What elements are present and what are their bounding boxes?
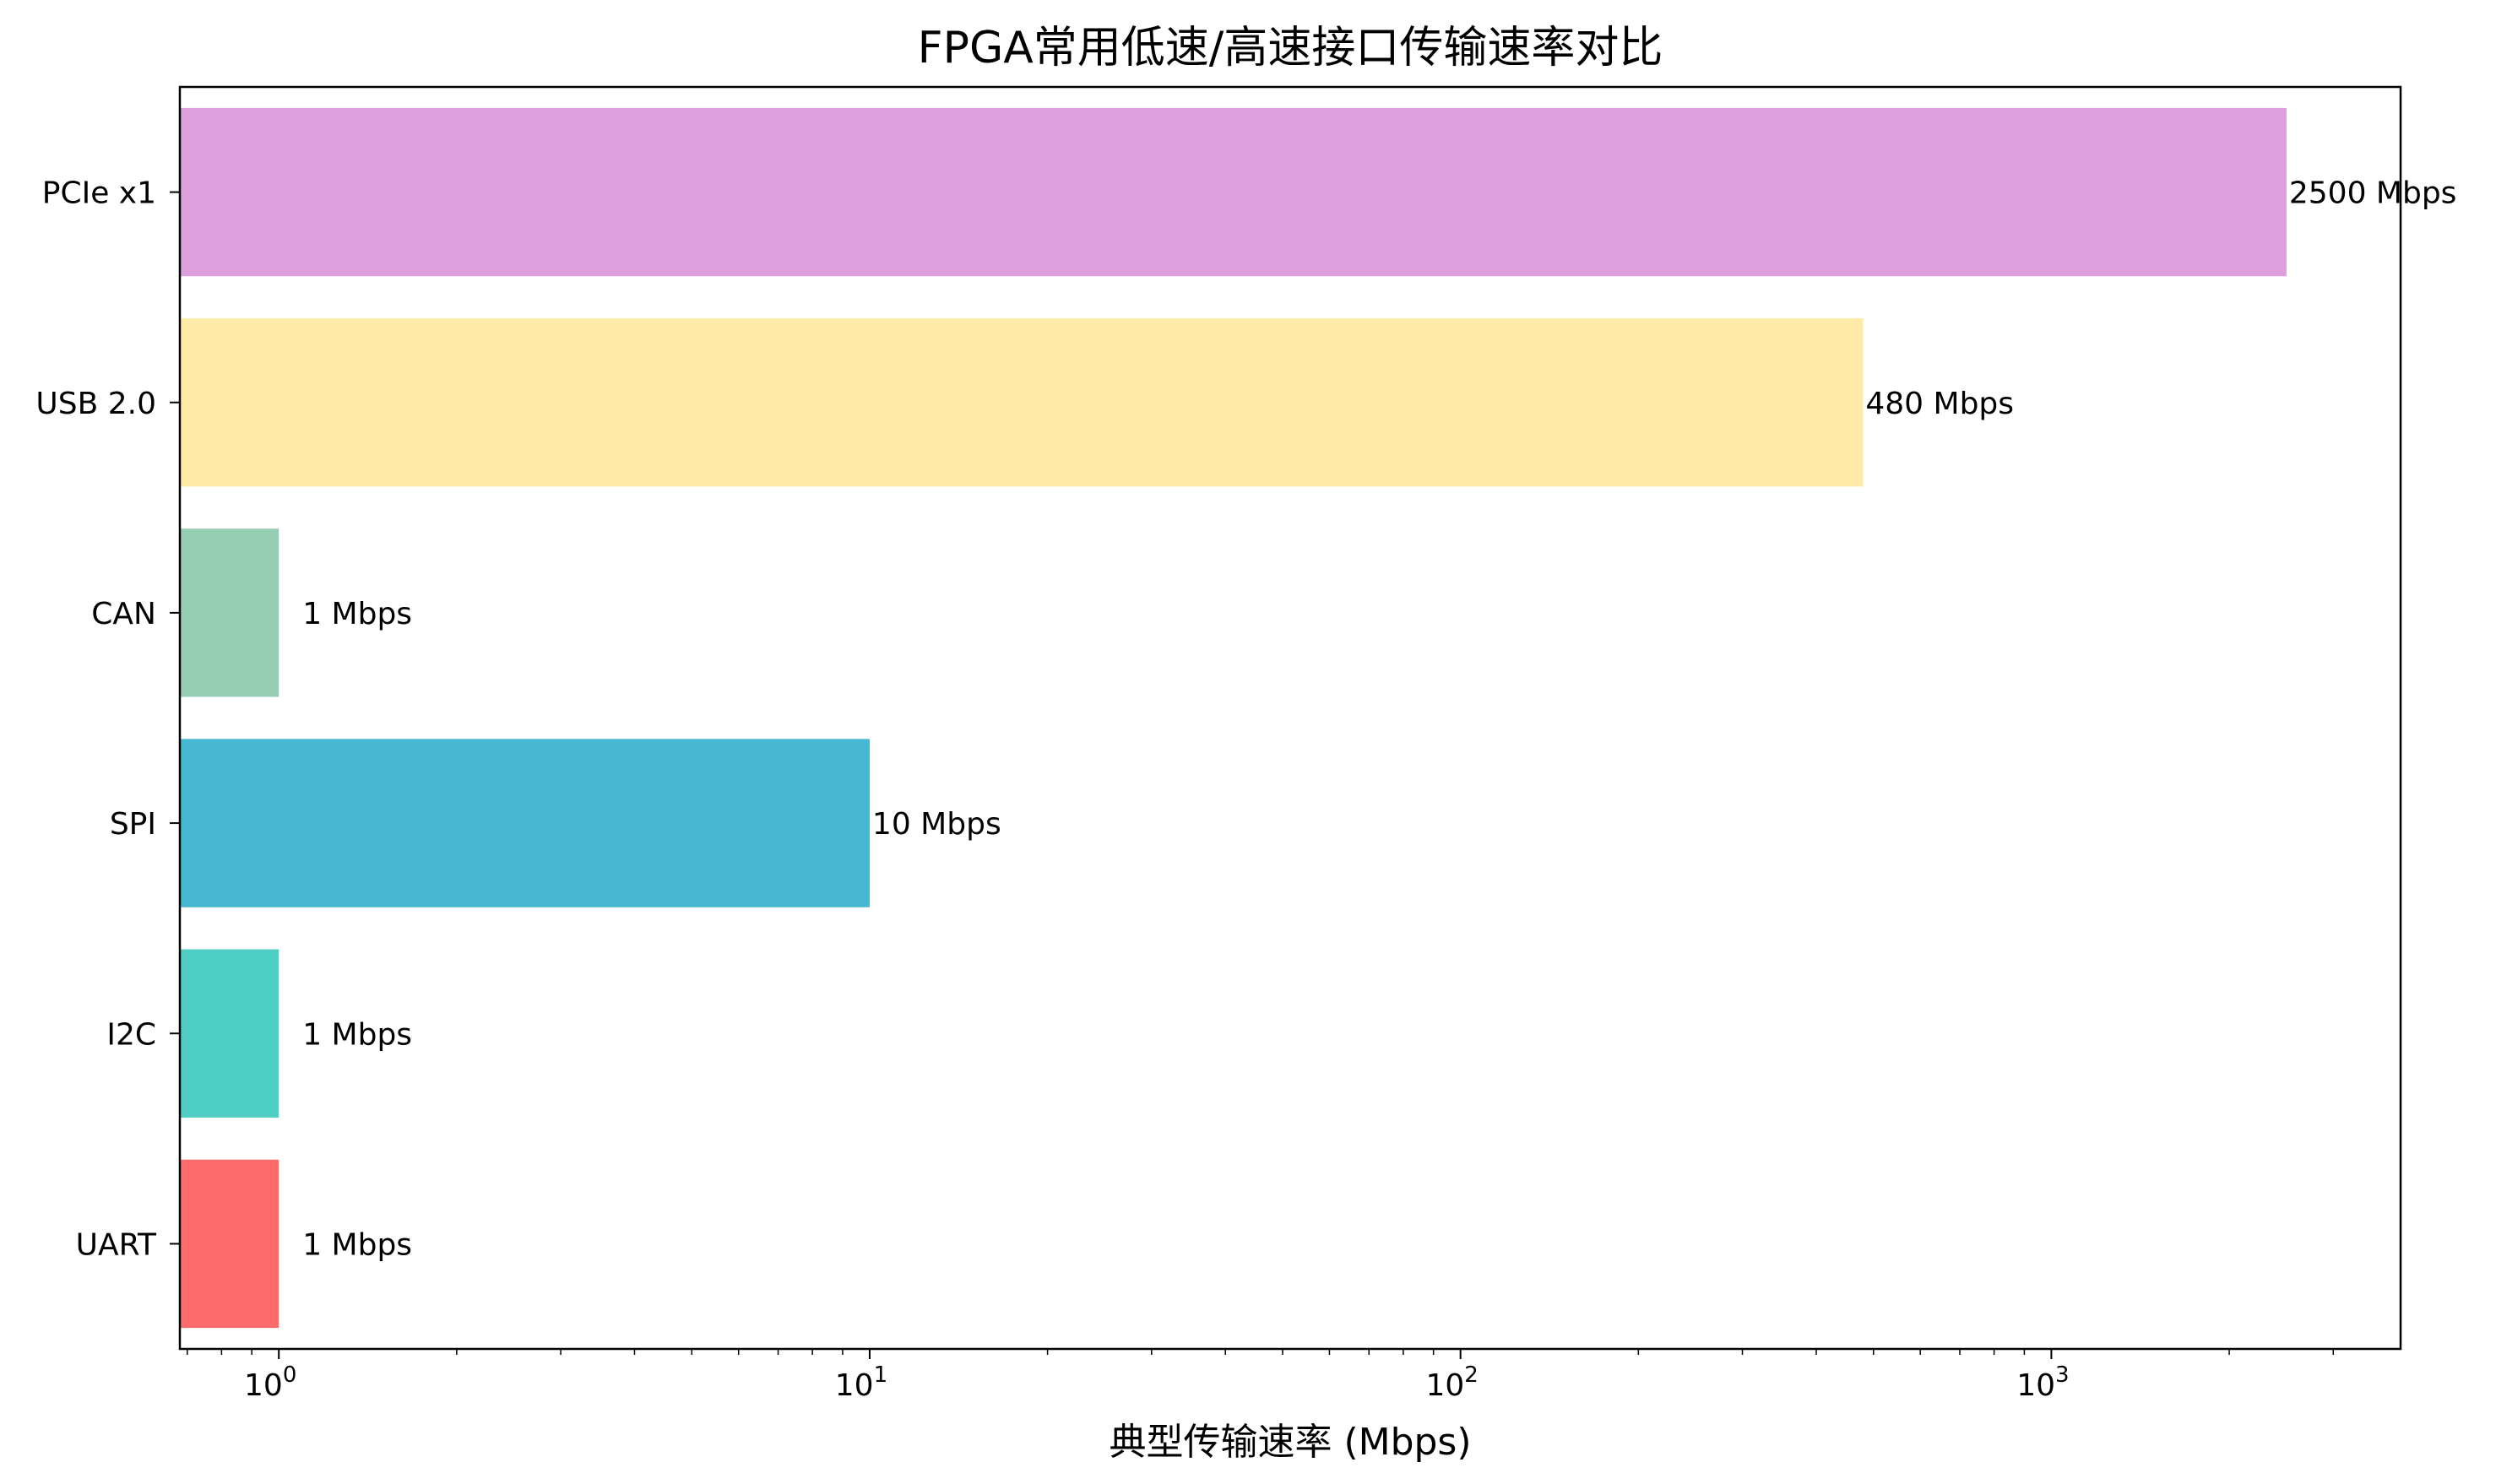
x-tick-label-1: 101	[835, 1362, 887, 1403]
data-label-usb-2-0: 480 Mbps	[1865, 387, 2014, 421]
x-tick-base-2: 10	[1425, 1368, 1464, 1403]
bars-layer	[180, 107, 2287, 1329]
y-tick-label-can: CAN	[91, 597, 156, 631]
y-tick-label-i2c: I2C	[106, 1017, 156, 1052]
y-tick-label-spi: SPI	[110, 807, 156, 842]
bar-usb-2-0	[180, 318, 1864, 487]
y-tick-label-usb-2-0: USB 2.0	[35, 387, 156, 421]
x-tick-exp-0: 0	[283, 1362, 297, 1388]
data-label-i2c: 1 Mbps	[302, 1017, 412, 1052]
data-label-spi: 10 Mbps	[872, 807, 1001, 842]
x-tick-exp-2: 2	[1464, 1362, 1479, 1388]
x-tick-label-2: 102	[1425, 1362, 1478, 1403]
x-tick-base-0: 10	[244, 1368, 283, 1403]
x-axis-label: 典型传输速率 (Mbps)	[1109, 1421, 1471, 1464]
bar-uart	[180, 1159, 279, 1329]
data-label-pcie-x1: 2500 Mbps	[2289, 176, 2457, 211]
data-label-can: 1 Mbps	[302, 597, 412, 631]
x-tick-base-1: 10	[835, 1368, 874, 1403]
chart-title: FPGA常用低速/高速接口传输速率对比	[918, 23, 1663, 73]
data-labels-layer: 1 Mbps 1 Mbps 10 Mbps 1 Mbps 480 Mbps 2500 Mb…	[302, 176, 2456, 1263]
x-tick-exp-3: 3	[2055, 1362, 2070, 1388]
x-axis: 100 101 102 103	[187, 1349, 2335, 1403]
data-label-uart: 1 Mbps	[302, 1227, 412, 1262]
bar-i2c	[180, 949, 279, 1118]
plot-frame	[178, 85, 2402, 1351]
y-tick-label-pcie-x1: PCIe x1	[42, 176, 156, 211]
bar-can	[180, 528, 279, 697]
x-tick-label-0: 100	[244, 1362, 296, 1403]
bar-spi	[180, 739, 870, 907]
y-axis: UART I2C SPI CAN USB 2.0 PCIe x1	[35, 176, 180, 1262]
x-tick-base-3: 10	[2016, 1368, 2055, 1403]
bar-pcie-x1	[180, 107, 2287, 277]
y-tick-label-uart: UART	[76, 1227, 157, 1262]
x-tick-exp-1: 1	[874, 1362, 888, 1388]
x-tick-label-3: 103	[2016, 1362, 2069, 1403]
